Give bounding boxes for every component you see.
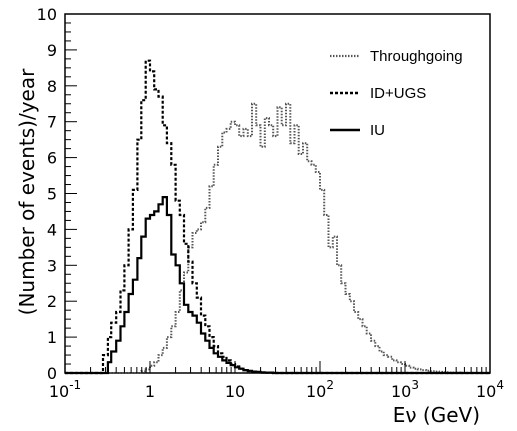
x-tick-label: 1 — [145, 382, 155, 401]
y-tick-label: 1 — [47, 328, 57, 347]
x-tick-exponent: 3 — [411, 378, 419, 392]
legend: Throughgoing ID+UGS IU — [330, 48, 463, 139]
legend-label: ID+UGS — [370, 85, 426, 102]
y-tick-label: 10 — [37, 5, 57, 24]
x-tick-label: 10-1 — [49, 378, 81, 401]
y-tick-label: 2 — [47, 292, 57, 311]
x-tick-label: 102 — [306, 378, 334, 401]
y-tick-label: 5 — [47, 185, 57, 204]
y-axis-label: (Number of events)/year — [15, 68, 39, 315]
x-tick-exponent: 4 — [496, 378, 504, 392]
plot-frame — [64, 13, 491, 374]
axes — [64, 13, 487, 374]
y-tick-label: 7 — [47, 113, 57, 132]
series-lines — [65, 59, 490, 375]
x-axis-label: Eν (GeV) — [393, 403, 480, 427]
plot-area — [64, 13, 491, 374]
y-tick-label: 4 — [47, 220, 57, 239]
legend-label: Throughgoing — [370, 48, 463, 65]
y-tick-label: 3 — [47, 256, 57, 275]
y-tick-label: 0 — [47, 364, 57, 383]
x-tick-label: 103 — [391, 378, 419, 401]
x-tick-exponent: 2 — [326, 378, 334, 392]
series-line-iu — [65, 196, 490, 375]
legend-label: IU — [370, 122, 385, 139]
x-tick-exponent: -1 — [69, 378, 81, 392]
y-tick-label: 8 — [47, 77, 57, 96]
x-tick-label: 104 — [476, 378, 504, 401]
y-tick-label: 9 — [47, 41, 57, 60]
series-line-throughgoing — [65, 102, 490, 374]
y-tick-label: 6 — [47, 149, 57, 168]
x-tick-label: 10 — [225, 382, 245, 401]
